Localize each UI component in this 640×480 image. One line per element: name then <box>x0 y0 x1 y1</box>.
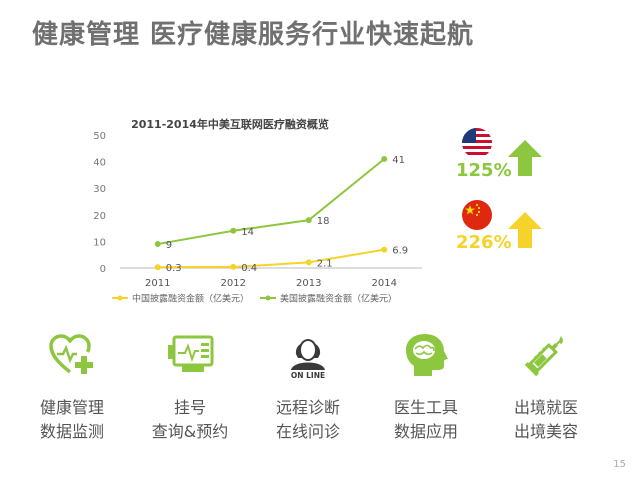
data-label: 2.1 <box>317 258 333 269</box>
china-flag <box>462 200 492 230</box>
china-growth-percent: 226% <box>456 232 512 253</box>
feature-registration: 挂号 查询&预约 <box>140 330 240 444</box>
y-tick-label: 50 <box>93 131 106 142</box>
feature-doctor-tools: 医生工具 数据应用 <box>376 330 476 444</box>
y-tick-label: 10 <box>93 237 106 248</box>
legend-marker <box>117 295 123 301</box>
data-point <box>230 227 237 234</box>
usa-growth-percent: 125% <box>456 160 512 181</box>
feature-line2: 在线问诊 <box>275 422 340 441</box>
feature-line1: 医生工具 <box>393 398 458 417</box>
feature-line1: 远程诊断 <box>275 398 340 417</box>
feature-line2: 出境美容 <box>513 422 578 441</box>
usa-flag <box>462 128 492 158</box>
heart-plus-icon <box>22 330 122 380</box>
page-number: 15 <box>613 459 626 470</box>
data-point <box>381 155 388 162</box>
syringe-icon <box>496 330 596 380</box>
data-point <box>230 263 237 270</box>
data-label: 0.4 <box>241 263 257 274</box>
page-title: 健康管理 医疗健康服务行业快速起航 <box>32 20 475 50</box>
online-doctor-icon: ON LINE <box>258 330 358 380</box>
data-label: 9 <box>166 240 172 251</box>
series-line-china <box>157 248 385 269</box>
feature-line1: 挂号 <box>173 398 206 417</box>
data-label: 18 <box>317 216 330 227</box>
feature-line1: 出境就医 <box>513 398 578 417</box>
data-label: 14 <box>241 227 254 238</box>
green-up-arrow-icon <box>508 140 542 180</box>
y-tick-label: 30 <box>93 184 106 195</box>
feature-line2: 数据监测 <box>39 422 104 441</box>
data-point <box>381 246 388 253</box>
feature-overseas-medical: 出境就医 出境美容 <box>496 330 596 444</box>
data-label: 41 <box>392 155 405 166</box>
y-tick-label: 20 <box>93 211 106 222</box>
x-tick-label: 2012 <box>221 278 246 289</box>
feature-line2: 数据应用 <box>393 422 458 441</box>
data-label: 0.3 <box>166 263 182 274</box>
legend-marker <box>265 295 271 301</box>
data-point <box>154 264 161 271</box>
feature-remote-diagnosis: ON LINE 远程诊断 在线问诊 <box>258 330 358 444</box>
data-point <box>305 217 312 224</box>
data-point <box>154 241 161 248</box>
x-tick-label: 2013 <box>296 278 321 289</box>
legend-label: 中国披露融资金额（亿美元） <box>132 293 249 305</box>
y-tick-label: 0 <box>100 264 106 275</box>
online-label: ON LINE <box>291 371 325 380</box>
legend-label: 美国披露融资金额（亿美元） <box>280 293 397 305</box>
yellow-up-arrow-icon <box>508 212 542 252</box>
feature-line2: 查询&预约 <box>151 422 229 441</box>
x-tick-label: 2011 <box>145 278 170 289</box>
data-point <box>305 259 312 266</box>
brain-icon <box>376 330 476 380</box>
y-tick-label: 40 <box>93 158 106 169</box>
feature-health-management: 健康管理 数据监测 <box>22 330 122 444</box>
monitor-icon <box>140 330 240 380</box>
chart-title: 2011-2014年中美互联网医疗融资概览 <box>131 117 329 131</box>
feature-line1: 健康管理 <box>39 398 104 417</box>
data-label: 6.9 <box>392 246 408 257</box>
line-chart: 2011-2014年中美互联网医疗融资概览 0 10 20 30 40 50 2011 20… <box>60 110 460 310</box>
x-tick-label: 2014 <box>372 278 397 289</box>
series-line-usa <box>157 158 385 246</box>
